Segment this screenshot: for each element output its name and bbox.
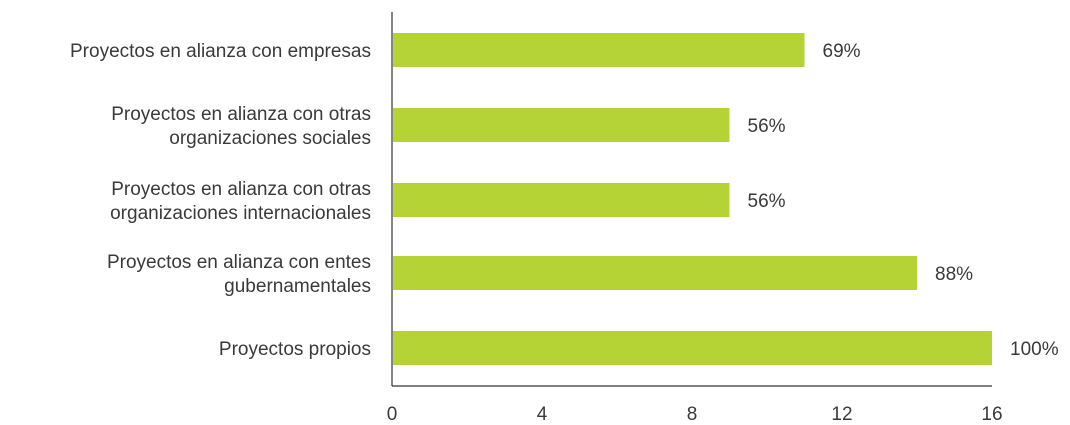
category-labels-group: Proyectos en alianza con empresas Proyect… [70, 41, 371, 360]
category-label-0-line-0: Proyectos en alianza con empresas [70, 41, 371, 62]
bar-2 [393, 183, 730, 217]
category-label-1-line-0: Proyectos en alianza con otras [111, 104, 371, 125]
value-label-0: 69% [823, 41, 861, 62]
category-label-3-line-1: gubernamentales [224, 276, 371, 297]
x-tick-labels-group: 0 4 8 12 16 [387, 404, 1003, 425]
x-tick-label-1: 4 [537, 404, 548, 425]
bar-3 [393, 256, 917, 290]
bar-4 [393, 331, 992, 365]
x-tick-label-2: 8 [687, 404, 698, 425]
x-tick-label-4: 16 [981, 404, 1002, 425]
x-tick-label-0: 0 [387, 404, 398, 425]
value-label-2: 56% [748, 191, 786, 212]
bars-group [393, 33, 992, 365]
category-label-3-line-0: Proyectos en alianza con entes [107, 252, 371, 273]
category-label-1-line-1: organizaciones sociales [169, 128, 371, 149]
category-label-4-line-0: Proyectos propios [219, 339, 371, 360]
value-label-4: 100% [1010, 339, 1059, 360]
bar-1 [393, 108, 730, 142]
category-label-2-line-1: organizaciones internacionales [110, 203, 371, 224]
value-label-1: 56% [748, 116, 786, 137]
x-tick-label-3: 12 [831, 404, 852, 425]
value-labels-group: 69% 56% 56% 88% 100% [748, 41, 1059, 360]
bar-0 [393, 33, 805, 67]
value-label-3: 88% [935, 264, 973, 285]
category-label-2-line-0: Proyectos en alianza con otras [111, 179, 371, 200]
